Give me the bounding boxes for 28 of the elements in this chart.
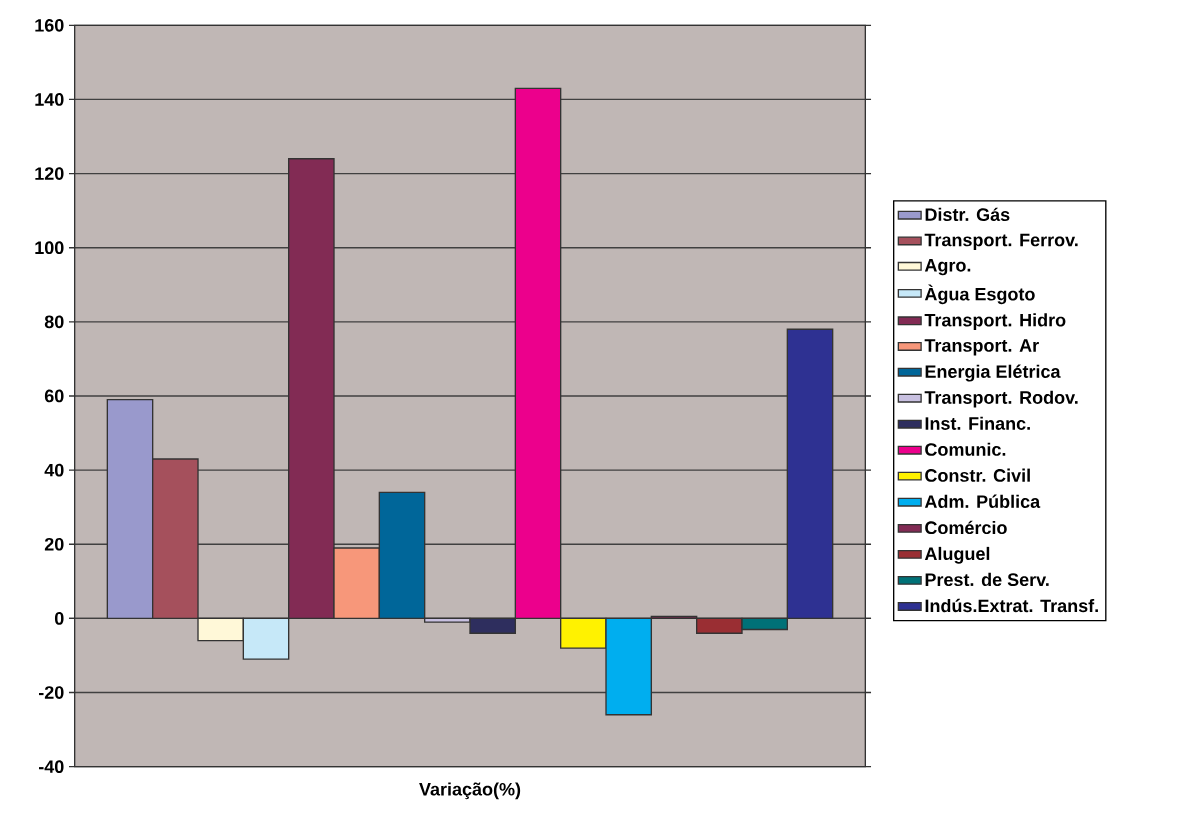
y-tick-label: 0 [54, 612, 64, 625]
y-tick-label: 20 [44, 538, 64, 551]
legend-label: Comunic. [925, 442, 1006, 457]
legend-label: Transport. Hidro [924, 313, 1066, 331]
y-tick-label: 100 [35, 241, 64, 255]
legend-label: Constr. Civil [925, 468, 1030, 483]
legend-label: Transport. Ferrov. [924, 233, 1078, 251]
legend-label: Adm. Pública [924, 494, 1041, 509]
y-tick-label: -40 [38, 760, 64, 774]
legend-label: Energia Elétrica [925, 364, 1061, 382]
y-tick-label: 60 [44, 389, 64, 403]
y-tick-label: 160 [35, 19, 64, 32]
legend-label: Inst. Financ. [925, 416, 1030, 431]
legend-label: Transport. Rodov. [924, 390, 1078, 408]
y-tick-label: -20 [38, 686, 64, 700]
legend-label: Transport. Ar [924, 339, 1039, 356]
legend-label: Comércio [925, 520, 1007, 535]
y-tick-label: 80 [44, 315, 64, 329]
y-tick-label: 40 [44, 463, 64, 477]
legend-label: Prest. de Serv. [925, 573, 1049, 587]
legend-label: Agro. [924, 259, 971, 276]
legend-label: Indús.Extrat. Transf. [925, 599, 1098, 613]
legend-label: Distr. Gás [925, 207, 1010, 222]
y-tick-label: 120 [35, 167, 64, 181]
y-tick-label: 140 [35, 93, 64, 106]
legend-label: Àgua Esgoto [924, 284, 1035, 305]
x-tick-label: Variação(%) [419, 782, 521, 800]
legend-label: Aluguel [924, 547, 990, 564]
